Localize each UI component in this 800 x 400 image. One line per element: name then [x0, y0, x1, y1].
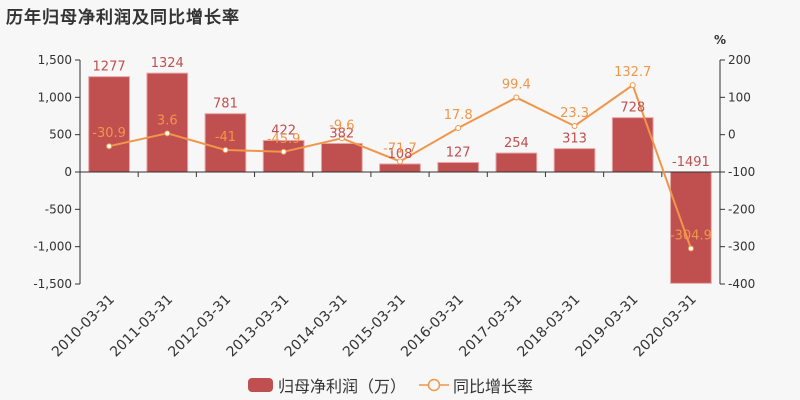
- bar-value-label: 382: [329, 126, 354, 141]
- line-point[interactable]: [106, 143, 113, 150]
- right-axis-tick: -400: [728, 277, 755, 291]
- legend-item-net-profit[interactable]: 归母净利润（万）: [248, 373, 406, 397]
- line-point[interactable]: [280, 148, 287, 155]
- left-axis-tick: 1,500: [38, 53, 72, 67]
- line-value-label: -71.7: [383, 141, 417, 156]
- line-value-label: -41: [215, 130, 236, 145]
- chart-title: 历年归母净利润及同比增长率: [6, 8, 240, 28]
- line-point[interactable]: [513, 94, 520, 101]
- line-point[interactable]: [397, 158, 403, 165]
- right-axis-tick: 200: [728, 53, 751, 67]
- right-axis-tick: -100: [728, 165, 755, 179]
- line-value-label: -30.9: [92, 126, 126, 141]
- line-value-label: -304.9: [670, 228, 712, 243]
- bar-value-label: 728: [620, 101, 645, 116]
- bar-swatch-icon: [248, 378, 273, 392]
- right-axis-tick: -200: [728, 202, 755, 216]
- bar-value-label: 108: [388, 147, 413, 162]
- bar-value-label: 781: [213, 97, 238, 112]
- line-point[interactable]: [455, 125, 462, 132]
- line-value-label: -45.9: [267, 132, 301, 147]
- left-axis-tick: 500: [49, 128, 72, 142]
- bar-value-label: 313: [562, 132, 587, 147]
- left-axis-tick: -500: [45, 202, 72, 216]
- line-point[interactable]: [687, 245, 694, 252]
- line-value-label: 23.3: [560, 106, 589, 121]
- line-value-label: -9.6: [329, 118, 354, 133]
- line-point[interactable]: [629, 82, 636, 89]
- right-axis-tick: 0: [728, 128, 736, 142]
- bar[interactable]: [495, 152, 538, 173]
- bar[interactable]: [88, 76, 130, 173]
- line-marker-icon: [419, 378, 450, 392]
- bar-value-label: 254: [504, 136, 529, 151]
- legend-label-net-profit: 归母净利润（万）: [278, 377, 407, 396]
- line-value-label: 99.4: [502, 78, 531, 93]
- right-axis-unit: %: [714, 33, 726, 47]
- x-axis-label: 2020-03-31: [631, 292, 700, 361]
- bar[interactable]: [320, 142, 363, 173]
- bar-value-label: 1277: [93, 60, 126, 75]
- bar[interactable]: [553, 148, 596, 173]
- line-point[interactable]: [571, 122, 578, 129]
- bar-value-label: -1491: [672, 155, 710, 170]
- line-value-label: 3.6: [157, 113, 178, 128]
- line-point[interactable]: [164, 130, 171, 137]
- bar[interactable]: [437, 162, 480, 173]
- line-value-label: 132.7: [614, 65, 651, 80]
- legend-label-growth-rate: 同比增长率: [453, 377, 534, 396]
- line-point[interactable]: [338, 135, 345, 142]
- bar-value-label: 422: [271, 123, 296, 138]
- legend-item-growth-rate[interactable]: 同比增长率: [418, 373, 533, 397]
- bar[interactable]: [262, 139, 305, 173]
- bar[interactable]: [146, 72, 189, 173]
- left-axis-tick: 0: [64, 165, 72, 179]
- left-axis-tick: -1,000: [33, 240, 72, 254]
- chart-legend: 归母净利润（万） 同比增长率: [248, 373, 545, 397]
- right-axis-tick: 100: [728, 90, 751, 104]
- bar-value-label: 1324: [151, 56, 184, 71]
- line-point[interactable]: [222, 146, 229, 153]
- left-axis-tick: -1,500: [33, 277, 72, 291]
- right-axis-tick: -300: [728, 240, 755, 254]
- bar[interactable]: [379, 163, 421, 173]
- bar-value-label: 127: [446, 146, 471, 161]
- line-value-label: 17.8: [444, 108, 473, 123]
- left-axis-tick: 1,000: [38, 90, 72, 104]
